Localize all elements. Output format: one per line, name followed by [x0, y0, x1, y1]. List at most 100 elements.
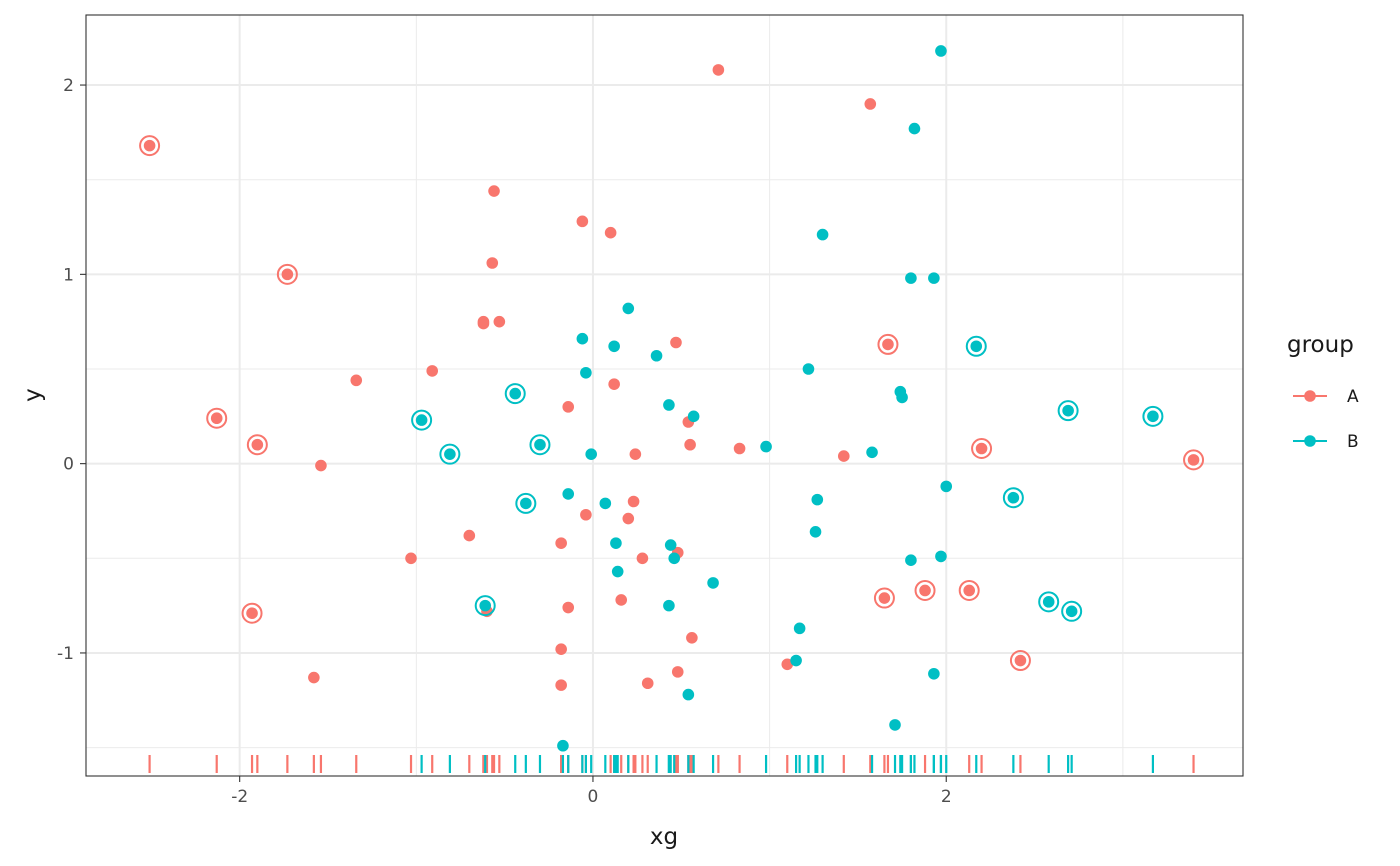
- data-point-A: [315, 459, 327, 472]
- data-point-A: [1187, 454, 1200, 466]
- data-point-B: [928, 272, 940, 284]
- data-point-B: [866, 446, 878, 459]
- highlight-ring-A: [958, 579, 980, 601]
- highlight-ring-B: [1057, 400, 1079, 422]
- data-point-A: [878, 592, 891, 604]
- data-point-B: [608, 340, 620, 353]
- highlight-ring-A: [206, 407, 228, 429]
- data-point-A: [486, 257, 499, 269]
- data-point-A: [493, 315, 506, 328]
- data-point-A: [671, 666, 684, 678]
- data-point-A: [405, 552, 417, 565]
- data-point-A: [712, 64, 725, 76]
- data-point-A: [604, 226, 617, 239]
- highlight-ring-B: [529, 434, 551, 456]
- data-point-A: [251, 438, 264, 451]
- x-tick-label: 2: [941, 787, 952, 807]
- data-point-A: [615, 594, 628, 606]
- highlight-ring-A: [139, 135, 161, 157]
- highlight-ring-B: [965, 335, 987, 357]
- data-point-B: [1007, 491, 1020, 504]
- data-point-A: [562, 401, 575, 413]
- data-point-B: [663, 399, 675, 411]
- data-point-B: [1042, 596, 1055, 608]
- legend-key-point-B: [1304, 435, 1316, 447]
- data-point-A: [627, 495, 640, 508]
- data-point-B: [585, 448, 597, 460]
- data-point-A: [143, 139, 156, 152]
- data-point-B: [509, 387, 522, 400]
- data-point-B: [415, 414, 428, 426]
- data-point-B: [707, 577, 719, 589]
- legend-title: group: [1287, 332, 1354, 358]
- data-point-B: [760, 440, 772, 453]
- data-point-B: [444, 448, 456, 460]
- data-point-A: [281, 268, 294, 281]
- highlight-ring-B: [515, 492, 537, 514]
- data-point-B: [970, 340, 983, 353]
- data-point-B: [896, 391, 908, 404]
- legend-key-point-A: [1304, 390, 1316, 402]
- data-point-A: [622, 512, 635, 525]
- data-point-B: [940, 480, 953, 493]
- data-point-B: [1147, 410, 1159, 423]
- plot-panel: [85, 14, 1244, 777]
- data-point-B: [1065, 605, 1078, 618]
- highlight-ring-A: [873, 587, 895, 609]
- data-point-B: [802, 363, 815, 375]
- data-point-B: [928, 667, 940, 680]
- data-point-A: [562, 601, 575, 614]
- data-point-B: [793, 622, 806, 635]
- data-point-A: [555, 643, 567, 655]
- data-point-A: [608, 378, 620, 390]
- x-axis-title: xg: [650, 824, 678, 850]
- highlight-ring-A: [971, 438, 993, 460]
- highlight-ring-B: [439, 443, 461, 465]
- x-axis: -2 0 2: [231, 776, 952, 807]
- data-points: [139, 45, 1205, 752]
- panel-border: [85, 14, 1244, 777]
- highlight-ring-A: [276, 263, 298, 285]
- highlight-ring-A: [246, 434, 268, 456]
- y-tick-label: -1: [57, 644, 74, 664]
- data-point-B: [687, 410, 700, 423]
- highlight-ring-B: [1038, 591, 1060, 613]
- x-tick-label: -2: [231, 787, 248, 807]
- data-point-A: [555, 679, 567, 691]
- data-point-A: [1014, 654, 1027, 667]
- data-point-B: [580, 366, 592, 379]
- highlight-ring-B: [1142, 405, 1164, 427]
- data-point-A: [463, 529, 476, 542]
- data-point-A: [975, 442, 988, 455]
- highlight-ring-B: [1002, 487, 1024, 509]
- data-point-A: [426, 365, 439, 377]
- x-tick-label: 0: [588, 787, 599, 807]
- data-point-A: [488, 185, 500, 197]
- data-point-B: [1062, 404, 1074, 417]
- data-point-B: [908, 122, 921, 135]
- data-point-A: [864, 98, 877, 110]
- legend-label-A: A: [1347, 387, 1359, 407]
- rug-marks: [148, 755, 1195, 773]
- data-point-B: [935, 45, 947, 57]
- data-point-A: [684, 438, 696, 451]
- data-point-A: [781, 658, 794, 671]
- data-point-A: [555, 537, 567, 549]
- data-point-A: [636, 552, 649, 565]
- legend: group A B: [1287, 332, 1359, 452]
- data-point-A: [919, 584, 931, 597]
- data-point-B: [811, 493, 824, 506]
- data-point-B: [557, 739, 569, 752]
- data-point-B: [889, 719, 901, 731]
- data-point-B: [520, 497, 532, 510]
- data-point-B: [905, 554, 917, 566]
- highlight-ring-B: [474, 595, 496, 617]
- y-axis: -1 0 1 2: [57, 76, 86, 664]
- data-point-A: [963, 584, 976, 597]
- data-point-B: [576, 332, 589, 345]
- data-point-B: [905, 272, 917, 284]
- data-point-B: [479, 599, 492, 612]
- data-point-B: [611, 565, 624, 578]
- data-point-A: [686, 632, 698, 644]
